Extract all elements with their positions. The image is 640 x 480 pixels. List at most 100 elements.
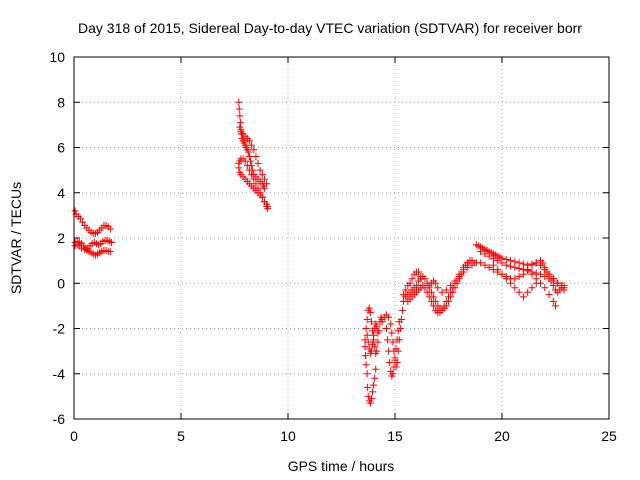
data-point <box>258 193 266 201</box>
data-point <box>250 146 258 154</box>
data-point <box>459 263 467 271</box>
data-point <box>554 279 562 287</box>
y-tick-label: 4 <box>57 185 65 201</box>
data-point <box>477 259 485 267</box>
data-point <box>71 207 79 215</box>
data-point <box>241 157 249 165</box>
data-point <box>408 275 416 283</box>
data-point <box>370 381 378 389</box>
data-point <box>481 261 489 269</box>
data-point <box>363 315 371 323</box>
data-point <box>438 306 446 314</box>
data-point <box>528 270 536 278</box>
data-point <box>260 184 268 192</box>
data-point <box>393 358 401 366</box>
data-point <box>528 260 536 268</box>
x-tick-label: 0 <box>70 428 78 444</box>
data-point <box>245 166 253 174</box>
data-point <box>498 259 506 267</box>
data-point <box>245 153 253 161</box>
data-point <box>528 284 536 292</box>
data-point <box>258 171 266 179</box>
data-point <box>367 395 375 403</box>
data-point <box>502 261 510 269</box>
data-point <box>371 374 379 382</box>
data-point <box>485 263 493 271</box>
data-point <box>532 259 540 267</box>
data-point <box>515 288 523 296</box>
data-point <box>373 322 381 330</box>
data-point <box>244 148 252 156</box>
data-point <box>386 358 394 366</box>
y-tick-label: -4 <box>53 366 66 382</box>
data-point <box>378 318 386 326</box>
data-point <box>362 361 370 369</box>
data-point <box>421 275 429 283</box>
data-point <box>392 345 400 353</box>
data-point <box>494 257 502 265</box>
data-point <box>537 270 545 278</box>
x-axis-label: GPS time / hours <box>288 458 395 474</box>
data-point <box>394 327 402 335</box>
data-point <box>434 284 442 292</box>
data-point <box>374 338 382 346</box>
data-point <box>243 162 251 170</box>
x-tick-label: 5 <box>177 428 185 444</box>
data-point <box>382 325 390 332</box>
chart-title: Day 318 of 2015, Sidereal Day-to-day VTE… <box>78 20 582 36</box>
data-point <box>369 388 377 396</box>
data-point <box>260 175 268 183</box>
y-tick-label: -6 <box>53 411 66 427</box>
data-point <box>245 137 253 145</box>
data-point <box>370 331 378 339</box>
data-point <box>364 338 372 346</box>
data-point <box>385 313 393 321</box>
x-tick-label: 20 <box>494 428 510 444</box>
y-tick-label: -2 <box>53 321 66 337</box>
series-1 <box>71 207 115 259</box>
data-point <box>363 370 371 378</box>
y-tick-label: 2 <box>57 230 65 246</box>
data-point <box>363 331 371 339</box>
data-point <box>264 202 272 210</box>
data-point <box>489 254 497 262</box>
data-point <box>372 365 380 373</box>
data-point <box>455 270 463 278</box>
data-point <box>502 275 510 283</box>
data-point <box>365 304 373 312</box>
data-point <box>511 275 519 283</box>
data-point <box>481 250 489 258</box>
data-point <box>507 262 515 270</box>
x-tick-label: 10 <box>280 428 296 444</box>
data-point <box>406 279 414 287</box>
data-point <box>254 159 262 167</box>
data-point <box>256 166 264 174</box>
data-point <box>541 284 549 292</box>
data-point <box>511 263 519 271</box>
data-point <box>432 279 440 287</box>
data-point <box>541 263 549 271</box>
data-point <box>552 302 559 310</box>
data-point <box>451 277 459 285</box>
data-point <box>447 282 455 290</box>
y-tick-label: 8 <box>57 94 65 110</box>
data-point <box>515 265 523 273</box>
data-point <box>412 282 420 290</box>
data-point <box>236 112 244 120</box>
data-point <box>524 266 532 274</box>
data-point <box>235 98 243 106</box>
data-point <box>423 288 431 296</box>
data-point <box>560 282 568 290</box>
data-points <box>71 98 568 407</box>
data-point <box>252 180 260 188</box>
data-point <box>391 354 399 362</box>
data-point <box>389 338 397 346</box>
data-point <box>442 286 450 294</box>
data-point <box>427 297 435 305</box>
data-point <box>367 347 375 355</box>
data-point <box>545 272 553 280</box>
data-point <box>395 318 403 326</box>
data-point <box>384 336 392 344</box>
data-point <box>464 259 472 267</box>
